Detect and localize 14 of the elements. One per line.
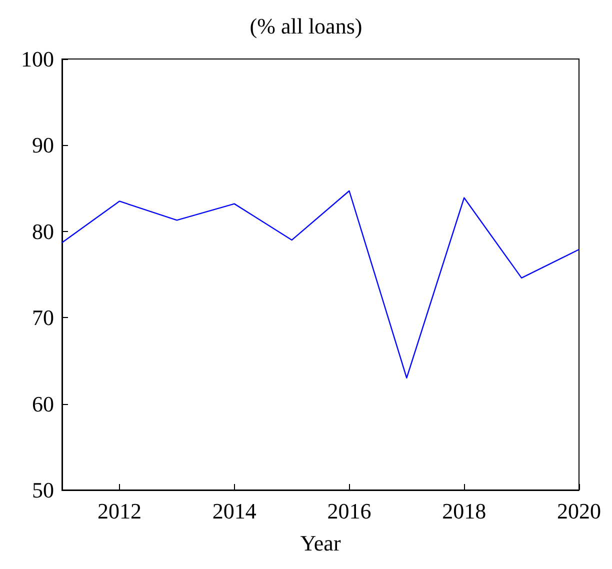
y-tick-label: 80 bbox=[32, 218, 54, 244]
line-series bbox=[61, 190, 580, 379]
y-tick-label: 90 bbox=[32, 132, 54, 158]
y-tick-label: 60 bbox=[32, 391, 54, 416]
y-tick-label: 100 bbox=[21, 46, 54, 72]
x-tick-label: 2020 bbox=[557, 498, 601, 524]
y-tick-label: 50 bbox=[32, 478, 54, 502]
x-axis-title: Year bbox=[300, 530, 342, 556]
x-tick-label: 2018 bbox=[442, 498, 486, 524]
x-tick-label: 2016 bbox=[327, 498, 372, 524]
chart-title: (% all loans) bbox=[250, 14, 362, 38]
x-tick-label: 2014 bbox=[212, 498, 256, 524]
x-tick-label: 2012 bbox=[97, 498, 142, 524]
y-tick-label: 70 bbox=[32, 305, 54, 330]
